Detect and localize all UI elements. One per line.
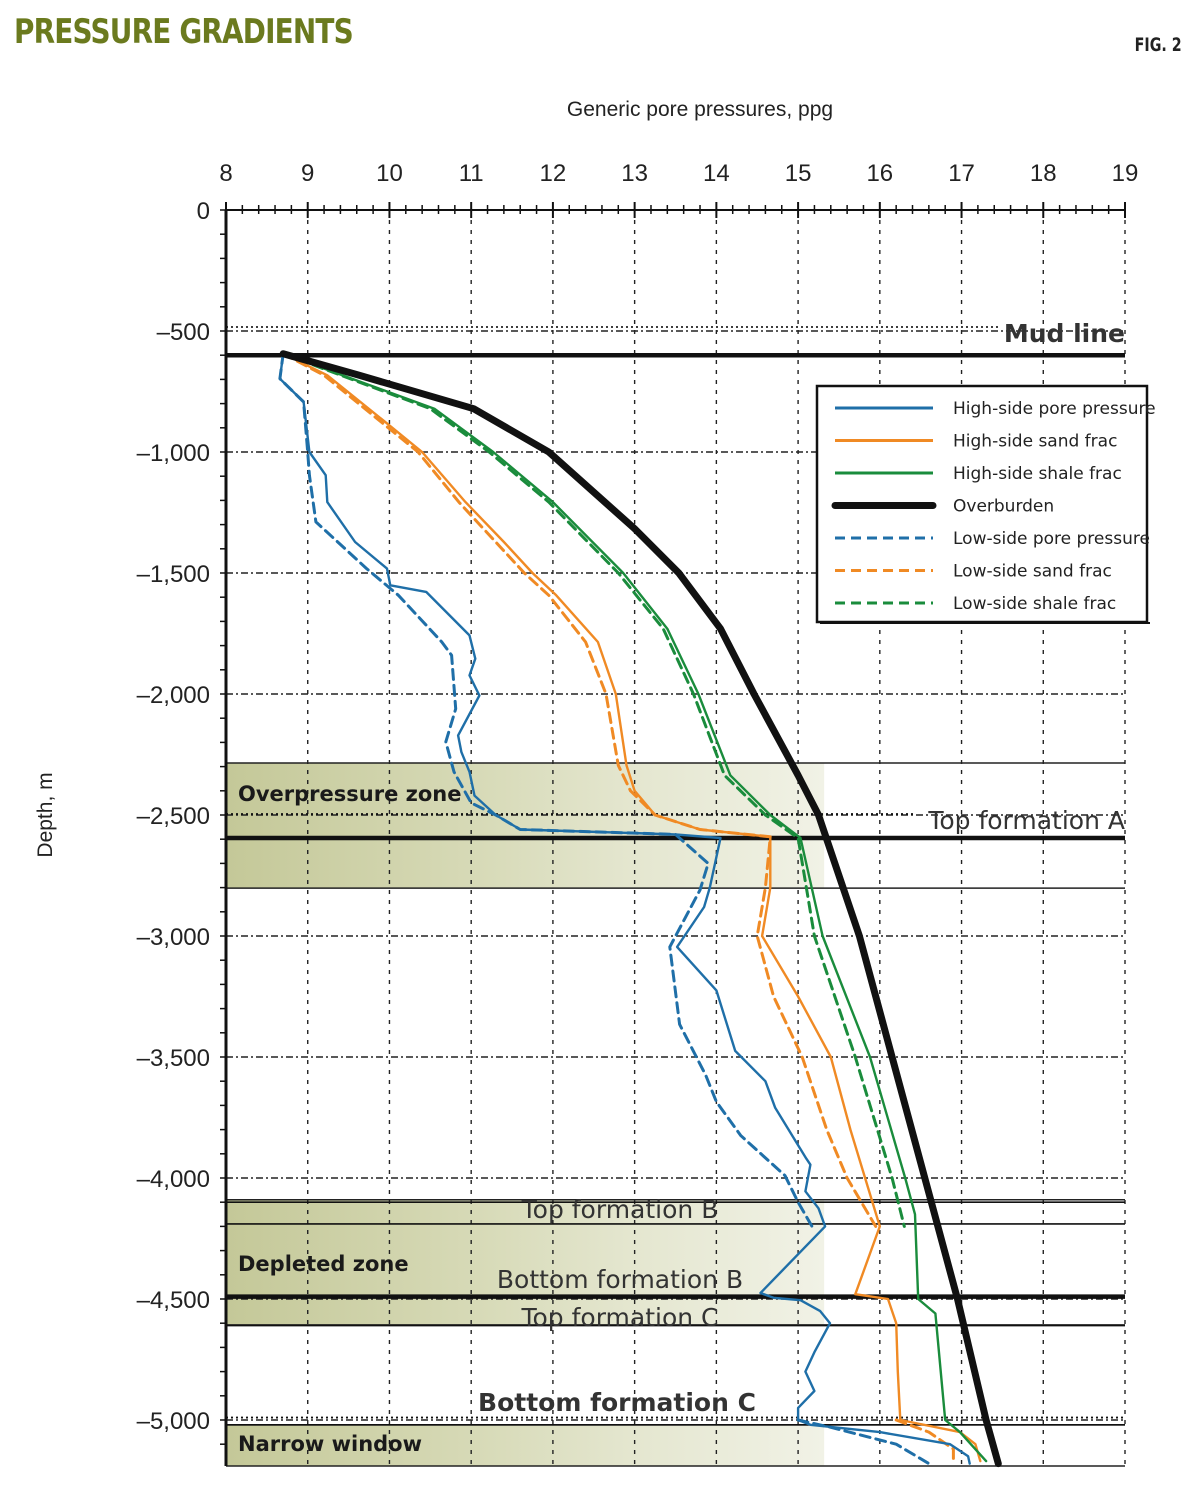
series-line-high-side-pore-pressure [278, 352, 971, 1465]
series-line-overburden [279, 350, 1002, 1468]
series-line-low-side-pore-pressure-bottom [796, 1418, 931, 1466]
annotation-labels: Overpressure zone Depleted zone Narrow win… [238, 319, 1125, 1456]
x-tick-label: 13 [621, 160, 648, 187]
y-tick-label: –2,000 [137, 682, 210, 709]
x-tick-label: 9 [301, 160, 314, 187]
y-axis-title: Depth, m [34, 772, 57, 857]
x-tick-label: 16 [866, 160, 893, 187]
y-tick-label: –3,000 [137, 924, 210, 951]
horizon-label: Bottom formation C [478, 1388, 756, 1417]
x-axis-title: Generic pore pressures, ppg [567, 98, 833, 121]
legend-label: Overburden [953, 497, 1054, 517]
x-tick-label: 12 [540, 160, 567, 187]
y-tick-label: –3,500 [137, 1045, 210, 1072]
x-tick-label: 10 [376, 160, 403, 187]
figure-number: FIG. 2 [1134, 34, 1182, 56]
series-line-high-side-sand-frac [282, 352, 982, 1463]
zone-label: Depleted zone [238, 1252, 409, 1276]
zone-band [226, 762, 1125, 889]
y-tick-label: –500 [157, 319, 210, 346]
series-lines [278, 350, 1002, 1468]
figure-title: PRESSURE GRADIENTS [14, 12, 354, 52]
legend-label: High-side pore pressure [953, 399, 1156, 419]
axes: 8 9 10 11 12 13 14 15 16 17 18 19 0 –500 –1,000 –1,500 –… [34, 98, 1138, 1466]
legend: High-side pore pressure High-side sand fr… [815, 384, 1156, 624]
legend-label: Low-side shale frac [953, 594, 1116, 614]
horizon-label: Top formation B [521, 1195, 719, 1224]
series-line-low-side-sand-frac [281, 352, 878, 1228]
horizon-label: Top formation C [520, 1303, 718, 1332]
zone-label: Narrow window [238, 1432, 422, 1456]
horizon-label: Top formation A [927, 806, 1125, 835]
x-tick-label: 17 [948, 160, 975, 187]
y-tick-label: –1,000 [137, 440, 210, 467]
x-tick-label: 18 [1030, 160, 1057, 187]
zone-band [226, 1199, 1125, 1325]
legend-label: Low-side pore pressure [953, 529, 1150, 549]
x-tick-label: 14 [703, 160, 730, 187]
legend-label: High-side shale frac [953, 464, 1122, 484]
series-line-low-side-pore-pressure [278, 352, 814, 1228]
series-line-low-side-shale-frac [281, 352, 906, 1228]
series-line-low-side-sand-frac-bottom [894, 1418, 955, 1463]
y-tick-label: –4,000 [137, 1166, 210, 1193]
y-tick-label: –5,000 [137, 1408, 210, 1435]
horizon-label: Mud line [1004, 319, 1125, 348]
series-line-high-side-shale-frac [282, 352, 988, 1463]
y-tick-label: –4,500 [137, 1287, 210, 1314]
zone-label: Overpressure zone [238, 782, 461, 806]
y-tick-label: 0 [197, 198, 210, 225]
horizon-label: Bottom formation B [497, 1265, 743, 1294]
x-tick-label: 15 [785, 160, 812, 187]
x-tick-label: 11 [459, 160, 484, 187]
horizon-lines [226, 326, 1125, 1426]
y-tick-label: –1,500 [137, 561, 210, 588]
legend-label: High-side sand frac [953, 432, 1117, 452]
y-tick-label: –2,500 [137, 803, 210, 830]
x-tick-label: 8 [219, 160, 232, 187]
zone-bands [226, 762, 1125, 1467]
legend-label: Low-side sand frac [953, 562, 1112, 582]
x-tick-label: 19 [1112, 160, 1139, 187]
